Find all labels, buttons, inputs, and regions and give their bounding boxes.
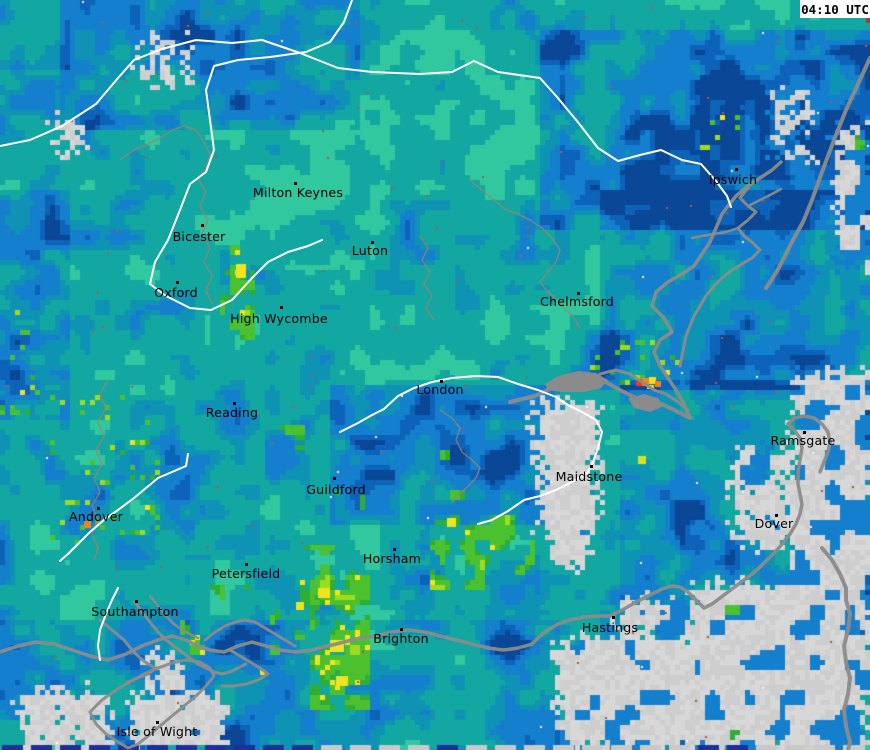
city-label: Isle of Wight (116, 724, 198, 739)
city-label: London (416, 382, 464, 397)
city-marker-dot (201, 224, 204, 227)
city-label: Horsham (362, 551, 422, 566)
city-marker-dot (735, 168, 738, 171)
city-marker-dot (371, 241, 374, 244)
city-label: Ramsgate (770, 433, 836, 448)
city-marker-dot (245, 563, 248, 566)
city-label: High Wycombe (230, 311, 328, 326)
timestamp-text: 04:10 UTC (801, 1, 869, 17)
city-marker-dot (333, 477, 336, 480)
city-label: Reading (205, 405, 259, 420)
city-label: Andover (68, 509, 124, 524)
city-marker-dot (590, 465, 593, 468)
city-label: Milton Keynes (252, 185, 344, 200)
city-label: Dover (754, 516, 794, 531)
city-label: Brighton (373, 631, 429, 646)
timestamp-badge: 04:10 UTC (800, 0, 870, 18)
city-label: Bicester (172, 229, 226, 244)
city-marker-dot (176, 281, 179, 284)
city-label: Chelmsford (540, 294, 614, 309)
city-label: Guildford (306, 482, 366, 497)
city-label: Maidstone (555, 469, 623, 484)
city-marker-dot (135, 600, 138, 603)
city-label: Ipswich (708, 172, 758, 187)
city-label: Luton (351, 243, 389, 258)
city-marker-dot (612, 616, 615, 619)
city-marker-dot (393, 548, 396, 551)
city-label: Hastings (581, 620, 639, 635)
city-label: Oxford (154, 285, 198, 300)
city-marker-dot (280, 306, 283, 309)
city-marker-dot (233, 402, 236, 405)
city-label: Southampton (91, 604, 179, 619)
city-label: Petersfield (211, 566, 281, 581)
